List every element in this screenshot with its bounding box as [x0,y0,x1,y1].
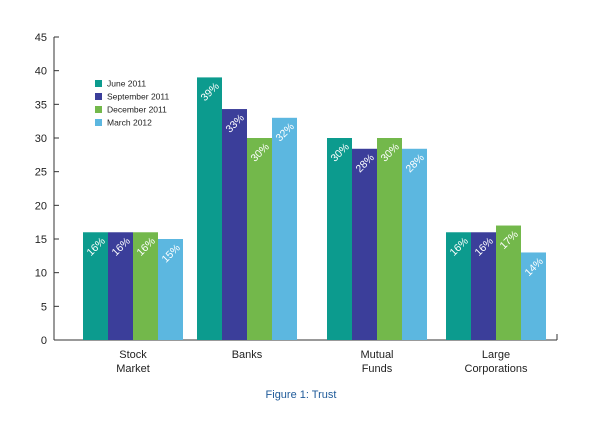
legend-label: September 2011 [107,92,169,102]
bar [402,148,427,340]
y-tick-label: 20 [35,200,47,212]
y-tick-label: 0 [41,335,47,347]
chart-axes: 0 5 10 15 20 25 30 35 40 45 Stock Market Banks Mutual… [35,32,558,375]
bar [197,77,222,341]
category-label: Stock Market [116,349,150,375]
legend-swatch [95,80,102,87]
bar [83,232,108,340]
bar [352,148,377,340]
chart-legend: June 2011 September 2011 December 2011 Marc… [95,79,169,128]
legend-label: December 2011 [107,105,167,115]
y-tick-label: 25 [35,167,47,179]
chart-bars [83,77,546,341]
y-tick-label: 30 [35,133,47,145]
bar [247,138,272,340]
bar [446,232,471,340]
bar [377,138,402,340]
y-tick-label: 5 [41,301,47,313]
y-tick-label: 45 [35,32,47,44]
bar [521,252,546,340]
legend-label: June 2011 [107,79,146,89]
legend-swatch [95,93,102,100]
y-tick-label: 10 [35,268,47,280]
bar [158,239,183,340]
category-label: Mutual Funds [360,349,393,375]
y-tick-label: 40 [35,66,47,78]
legend-swatch [95,106,102,113]
legend-swatch [95,119,102,126]
y-tick-label: 35 [35,99,47,111]
category-label: Large Corporations [465,349,528,375]
category-label: Banks [232,349,263,361]
bar [471,232,496,340]
bar [108,232,133,340]
figure-caption: Figure 1: Trust [266,389,337,401]
bar [133,232,158,340]
bar [272,117,297,340]
y-tick-label: 15 [35,234,47,246]
legend-label: March 2012 [107,118,152,128]
bar [496,225,521,340]
bar [222,109,247,341]
bar [327,138,352,340]
